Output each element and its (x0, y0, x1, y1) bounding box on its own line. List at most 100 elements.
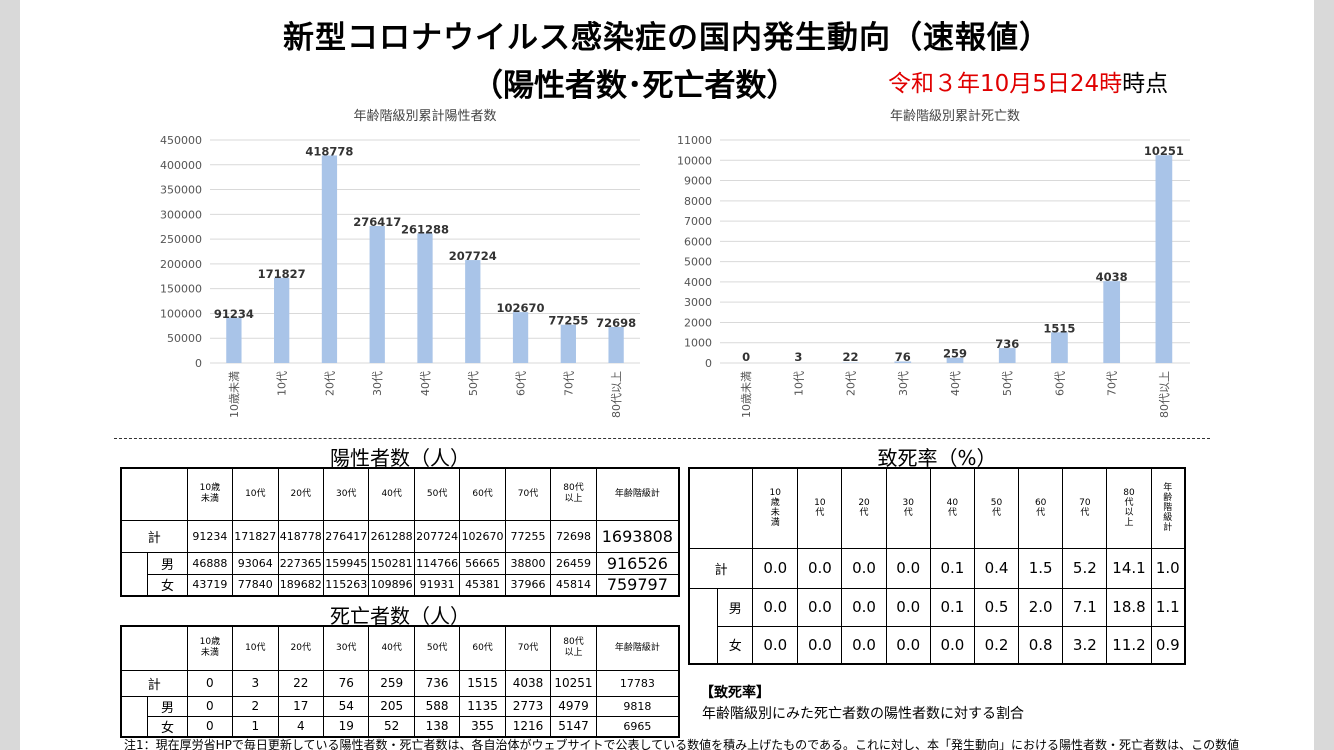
value-cell: 0.0 (929, 625, 975, 665)
value-cell: 736 (413, 669, 461, 697)
spacer-cell (688, 626, 719, 665)
positives-table: 10歳 未満 10代 20代 30代 40代 50代 60代 70代 80代 以上 年齢階級計計 912… (120, 467, 680, 597)
value-cell: 276417 (322, 519, 370, 553)
bar-3 (894, 361, 912, 363)
value-cell: 0.2 (973, 625, 1020, 665)
value-cell: 5.2 (1062, 547, 1108, 589)
value-cell: 115263 (322, 573, 370, 597)
value-cell: 4 (277, 715, 324, 737)
x-tick-label: 80代以上 (1158, 371, 1171, 418)
y-tick-label: 9000 (684, 175, 712, 188)
row-label: 男 (717, 587, 754, 627)
value-cell: 43719 (186, 573, 234, 597)
value-cell: 76 (322, 669, 370, 697)
x-tick-label: 40代 (949, 371, 962, 396)
bar-7 (1103, 281, 1121, 363)
value-cell: 2 (232, 695, 279, 717)
value-cell: 0.0 (885, 547, 931, 589)
x-tick-label: 20代 (323, 371, 336, 396)
bar-6 (1051, 332, 1068, 363)
bar-1 (274, 277, 290, 363)
y-tick-label: 200000 (160, 258, 202, 271)
bar-8 (1155, 155, 1173, 363)
row-label: 計 (688, 547, 754, 589)
total-cell: 759797 (595, 573, 680, 597)
value-cell: 189682 (277, 573, 324, 597)
value-cell: 2.0 (1018, 587, 1064, 627)
value-cell: 0.5 (973, 587, 1020, 627)
total-cell: 6965 (595, 715, 680, 737)
y-tick-label: 0 (195, 357, 202, 370)
y-tick-label: 100000 (160, 307, 202, 320)
value-cell: 0.0 (841, 587, 887, 627)
page-title: 新型コロナウイルス感染症の国内発生動向（速報値） (283, 20, 1051, 56)
bar-7 (560, 324, 576, 363)
column-header: 40代 (368, 467, 415, 521)
value-cell: 5147 (550, 715, 597, 737)
value-cell: 72698 (550, 519, 597, 553)
data-label: 171827 (258, 267, 306, 281)
value-cell: 3.2 (1062, 625, 1108, 665)
definition-title: 【致死率】 (700, 685, 770, 701)
x-tick-label: 50代 (467, 371, 480, 396)
value-cell: 0.0 (752, 547, 799, 589)
chart-title: 年齢階級別累計陽性者数 (353, 108, 496, 124)
spacer-cell (120, 574, 149, 597)
value-cell: 93064 (232, 551, 279, 575)
x-tick-label: 10歳未満 (740, 371, 753, 418)
value-cell: 18.8 (1106, 587, 1152, 627)
bar-4 (946, 357, 964, 363)
x-tick-label: 30代 (371, 371, 384, 396)
row-label: 女 (717, 625, 754, 665)
column-header: 年齢階級計 (595, 467, 680, 521)
corner-cell (688, 467, 754, 549)
column-header: 60代 (459, 467, 506, 521)
column-header: 年齢階級計 (595, 625, 680, 671)
column-header: 50代 (413, 467, 461, 521)
bar-8 (608, 326, 624, 363)
data-label: 72698 (596, 316, 636, 330)
y-tick-label: 250000 (160, 233, 202, 246)
x-tick-label: 70代 (562, 371, 575, 396)
column-header: 10代 (232, 467, 279, 521)
value-cell: 205 (368, 695, 415, 717)
value-cell: 138 (413, 715, 461, 737)
data-label: 418778 (305, 144, 353, 158)
deaths-table-title: 死亡者数（人） (330, 604, 470, 628)
value-cell: 19 (322, 715, 370, 737)
value-cell: 26459 (550, 551, 597, 575)
y-tick-label: 3000 (684, 296, 712, 309)
y-tick-label: 450000 (160, 134, 202, 147)
value-cell: 46888 (186, 551, 234, 575)
y-tick-label: 50000 (167, 332, 202, 345)
spacer-cell (120, 696, 149, 716)
value-cell: 0.1 (929, 547, 975, 589)
value-cell: 22 (277, 669, 324, 697)
bar-5 (465, 260, 481, 363)
column-header: 70代 (504, 625, 552, 671)
value-cell: 0.1 (929, 587, 975, 627)
deaths-table: 10歳 未満 10代 20代 30代 40代 50代 60代 70代 80代 以上 年齢階級計計 0 3 2… (120, 625, 680, 738)
fatality-rate-table: 10 歳未満 10 代 20 代 30 代 40 代 50 代 60 代 70 代 80 代以上年齢階級計計 0.0… (688, 467, 1186, 665)
bar-2 (321, 155, 338, 363)
value-cell: 227365 (277, 551, 324, 575)
value-cell: 261288 (368, 519, 415, 553)
column-header: 50代 (413, 625, 461, 671)
row-label: 男 (147, 551, 188, 575)
value-cell: 11.2 (1106, 625, 1152, 665)
value-cell: 77255 (504, 519, 552, 553)
value-cell: 7.1 (1062, 587, 1108, 627)
data-label: 76 (895, 350, 911, 364)
slide: 新型コロナウイルス感染症の国内発生動向（速報値） （陽性者数･死亡者数） 令和３… (20, 0, 1314, 750)
value-cell: 0.0 (752, 587, 799, 627)
y-tick-label: 6000 (684, 235, 712, 248)
value-cell: 3 (232, 669, 279, 697)
data-label: 276417 (353, 215, 401, 229)
y-tick-label: 2000 (684, 316, 712, 329)
column-header: 10歳未満 (186, 467, 234, 521)
y-tick-label: 10000 (677, 154, 712, 167)
value-cell: 38800 (504, 551, 552, 575)
